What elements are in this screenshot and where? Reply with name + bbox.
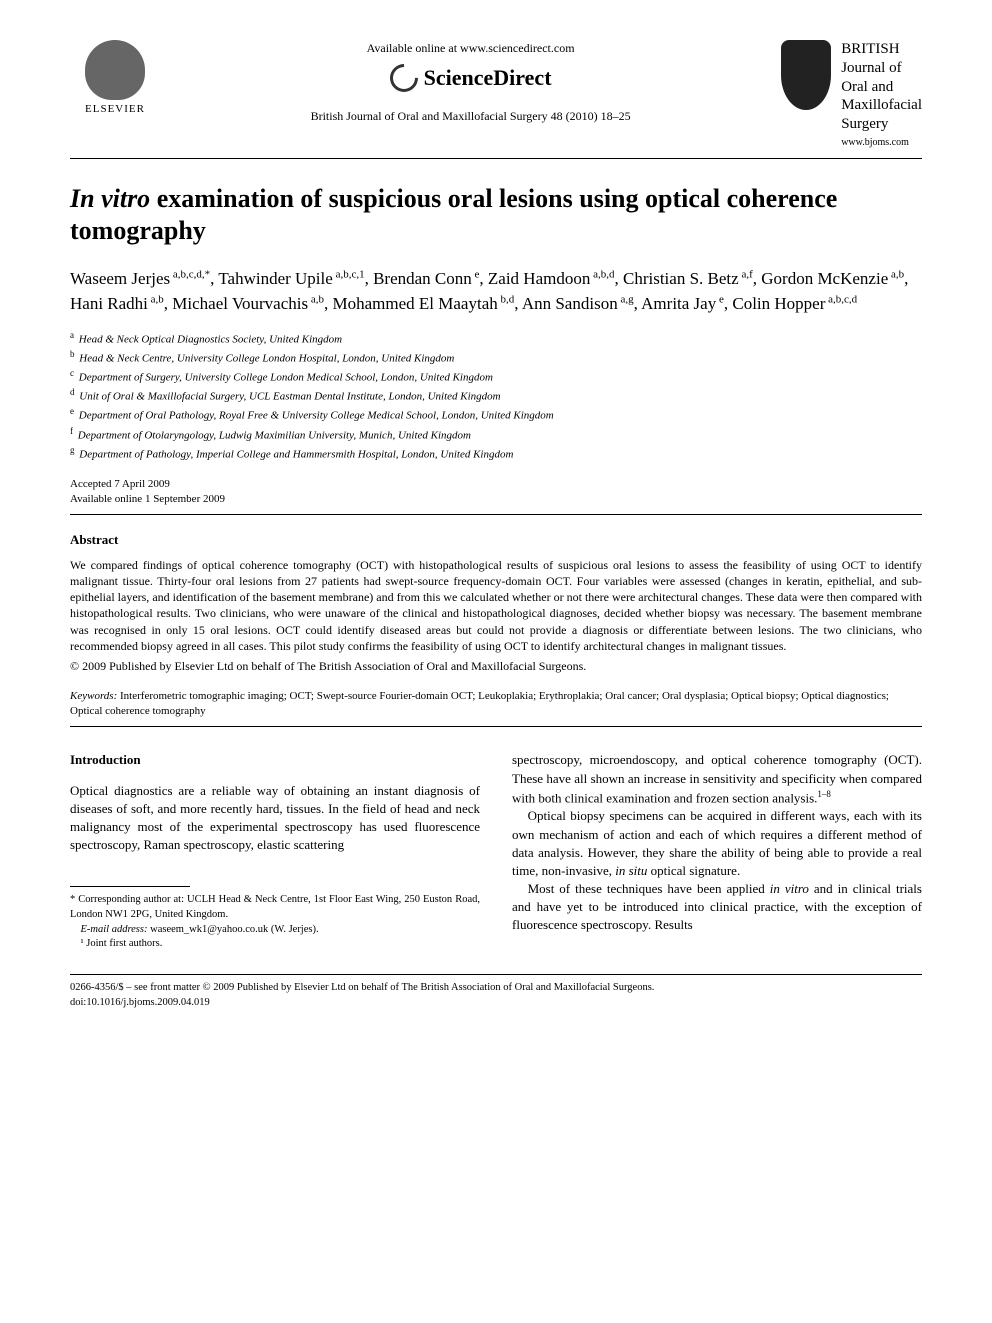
front-matter-info: 0266-4356/$ – see front matter © 2009 Pu… (70, 981, 922, 1010)
abstract-heading: Abstract (70, 531, 922, 549)
left-column: Introduction Optical diagnostics are a r… (70, 751, 480, 952)
intro-p3-pre: Most of these techniques have been appli… (528, 881, 770, 896)
journal-name-line: Maxillofacial (841, 96, 922, 115)
available-online-date: Available online 1 September 2009 (70, 492, 922, 507)
journal-name-line: Oral and (841, 78, 922, 97)
sciencedirect-logo: ScienceDirect (180, 63, 761, 94)
journal-branding: BRITISH Journal of Oral and Maxillofacia… (781, 40, 922, 150)
article-title: In vitro examination of suspicious oral … (70, 183, 922, 248)
joint-first-authors-note: ¹ Joint first authors. (70, 937, 480, 952)
abstract-copyright: © 2009 Published by Elsevier Ltd on beha… (70, 658, 922, 675)
title-italic-lead: In vitro (70, 184, 150, 213)
intro-p3-italic: in vitro (770, 881, 809, 896)
affiliation-item: g Department of Pathology, Imperial Coll… (70, 444, 922, 463)
intro-para-1-right: spectroscopy, microendoscopy, and optica… (512, 751, 922, 807)
abstract-body: We compared findings of optical coherenc… (70, 557, 922, 654)
intro-para-1-left: Optical diagnostics are a reliable way o… (70, 782, 480, 855)
footnote-rule (70, 886, 190, 887)
available-online-text: Available online at www.sciencedirect.co… (180, 40, 761, 57)
elsevier-tree-icon (85, 40, 145, 100)
footnotes: * Corresponding author at: UCLH Head & N… (70, 893, 480, 952)
sciencedirect-swirl-icon (384, 58, 424, 98)
pre-abstract-rule (70, 514, 922, 515)
affiliation-item: a Head & Neck Optical Diagnostics Societ… (70, 329, 922, 348)
intro-para-2: Optical biopsy specimens can be acquired… (512, 807, 922, 880)
affiliation-list: a Head & Neck Optical Diagnostics Societ… (70, 329, 922, 463)
doi-line: doi:10.1016/j.bjoms.2009.04.019 (70, 996, 922, 1011)
affiliation-item: f Department of Otolaryngology, Ludwig M… (70, 425, 922, 444)
keywords-block: Keywords: Interferometric tomographic im… (70, 689, 922, 719)
elsevier-label: ELSEVIER (85, 102, 145, 117)
issn-copyright-line: 0266-4356/$ – see front matter © 2009 Pu… (70, 981, 922, 996)
journal-name: BRITISH Journal of Oral and Maxillofacia… (841, 40, 922, 134)
corresponding-author-note: * Corresponding author at: UCLH Head & N… (70, 893, 480, 922)
citation-ref[interactable]: 1–8 (817, 789, 831, 799)
introduction-heading: Introduction (70, 751, 480, 769)
affiliation-item: e Department of Oral Pathology, Royal Fr… (70, 405, 922, 424)
email-label: E-mail address: (81, 924, 148, 935)
accepted-date: Accepted 7 April 2009 (70, 477, 922, 492)
journal-name-line: BRITISH (841, 40, 922, 59)
intro-p2-italic: in situ (615, 863, 647, 878)
author-list: Waseem Jerjes a,b,c,d,*, Tahwinder Upile… (70, 266, 922, 317)
journal-name-line: Surgery (841, 115, 922, 134)
intro-para-3: Most of these techniques have been appli… (512, 880, 922, 935)
journal-name-line: Journal of (841, 59, 922, 78)
body-columns: Introduction Optical diagnostics are a r… (70, 751, 922, 952)
intro-p2-post: optical signature. (647, 863, 740, 878)
journal-url: www.bjoms.com (841, 136, 922, 150)
bottom-rule (70, 974, 922, 975)
email-line: E-mail address: waseem_wk1@yahoo.co.uk (… (70, 923, 480, 938)
intro-p1-pre: spectroscopy, microendoscopy, and optica… (512, 752, 922, 805)
journal-crest-icon (781, 40, 831, 110)
article-dates: Accepted 7 April 2009 Available online 1… (70, 477, 922, 508)
right-column: spectroscopy, microendoscopy, and optica… (512, 751, 922, 952)
elsevier-logo-block: ELSEVIER (70, 40, 160, 117)
header-rule (70, 158, 922, 159)
sciencedirect-text: ScienceDirect (424, 63, 552, 94)
title-rest: examination of suspicious oral lesions u… (70, 184, 837, 246)
keywords-label: Keywords: (70, 690, 117, 702)
post-abstract-rule (70, 726, 922, 727)
affiliation-item: b Head & Neck Centre, University College… (70, 348, 922, 367)
journal-citation: British Journal of Oral and Maxillofacia… (180, 108, 761, 125)
email-author: (W. Jerjes). (271, 924, 319, 935)
keywords-text: Interferometric tomographic imaging; OCT… (70, 690, 889, 717)
affiliation-item: c Department of Surgery, University Coll… (70, 367, 922, 386)
email-value[interactable]: waseem_wk1@yahoo.co.uk (150, 924, 268, 935)
center-header: Available online at www.sciencedirect.co… (160, 40, 781, 124)
affiliation-item: d Unit of Oral & Maxillofacial Surgery, … (70, 386, 922, 405)
page-header: ELSEVIER Available online at www.science… (70, 40, 922, 150)
